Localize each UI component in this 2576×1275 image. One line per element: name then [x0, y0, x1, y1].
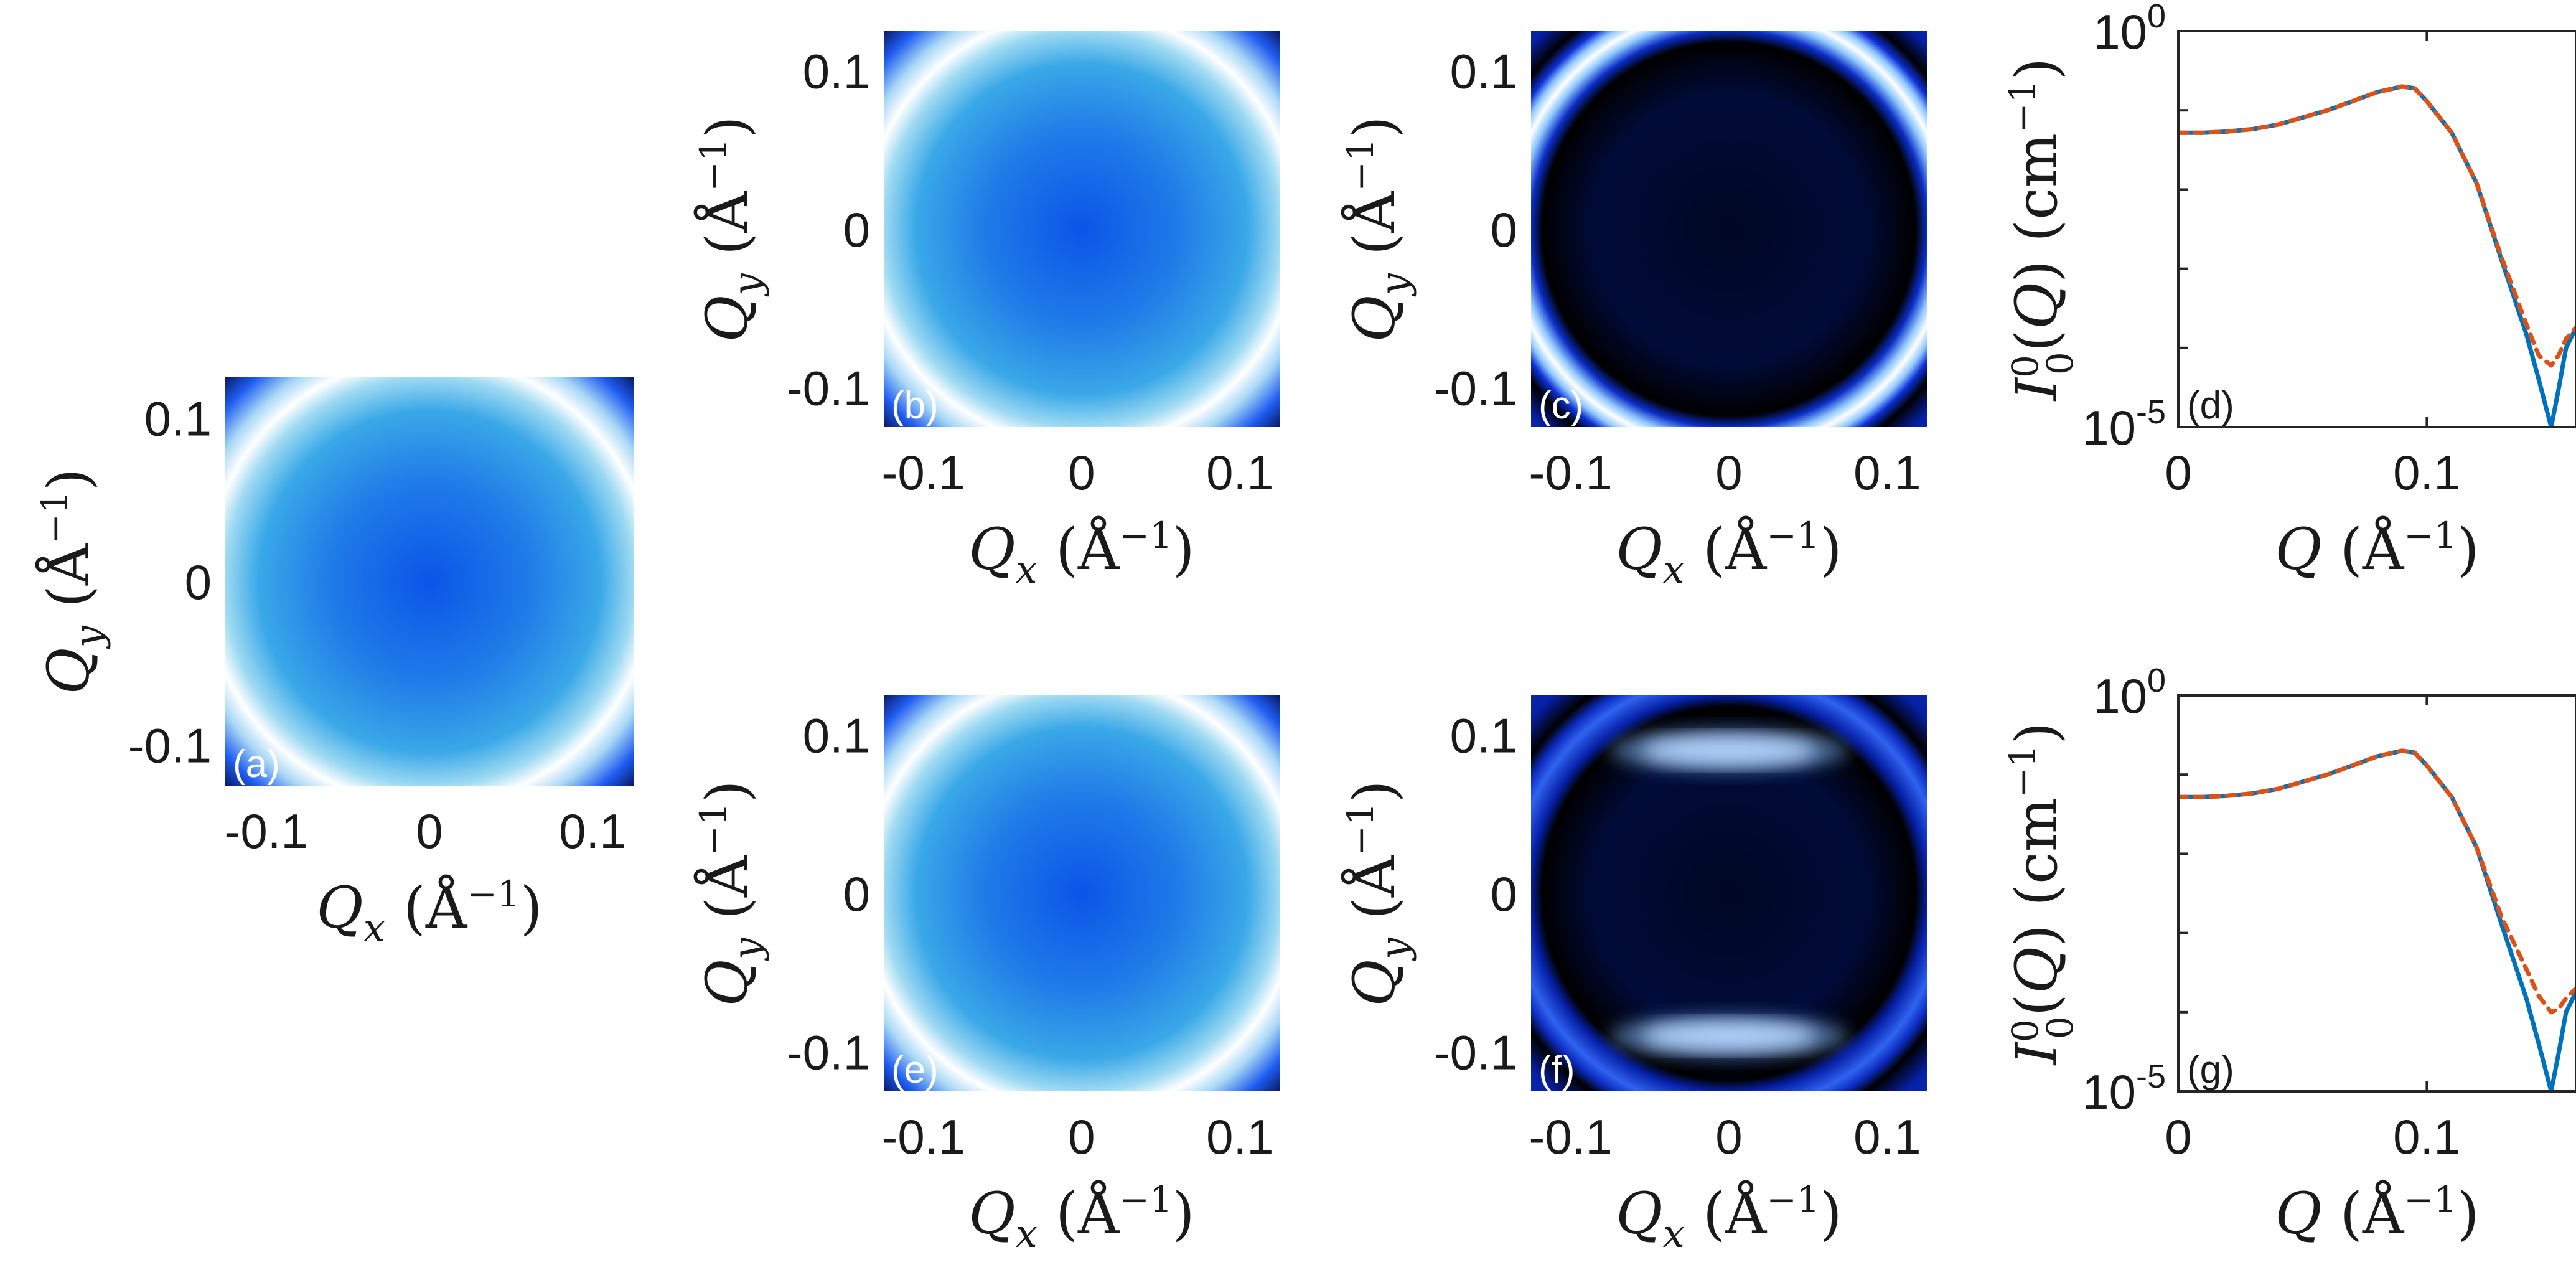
- axes-box: [2177, 694, 2576, 1093]
- series-line-2: [2178, 84, 2576, 368]
- y-tick-label: 10-5: [2082, 393, 2166, 455]
- panel-d: 0 0.1 100 10-5 (d) Q (Å−1) I00(Q) (cm−1): [2002, 0, 2576, 583]
- heatmap-image: [884, 31, 1280, 427]
- panel-label: (f): [1539, 1048, 1575, 1091]
- x-tick-label: 0: [1715, 1109, 1742, 1164]
- x-tick-label: 0.1: [1853, 1109, 1921, 1164]
- panel-f: -0.1 0 0.1 -0.1 0 0.1 (f) Qx (Å−1) Qy (Å−1): [1339, 695, 1927, 1256]
- x-tick-label: 0.1: [1206, 445, 1273, 500]
- panel-label: (e): [891, 1048, 939, 1091]
- y-tick-label: 0.1: [803, 708, 870, 763]
- y-tick-label: -0.1: [787, 360, 870, 415]
- y-axis-label: Qy (Å−1): [692, 116, 770, 342]
- x-tick-label: 0.1: [2393, 1109, 2460, 1164]
- y-tick-label: -0.1: [128, 718, 212, 773]
- panel-label: (a): [233, 743, 280, 786]
- y-tick-label: 0: [843, 867, 870, 921]
- x-tick-label: 0: [2165, 445, 2191, 500]
- x-tick-label: 0: [416, 804, 443, 859]
- y-tick-label: -0.1: [1434, 1025, 1517, 1080]
- x-tick-label: 0: [1068, 1109, 1095, 1164]
- y-axis-label: Qy (Å−1): [1339, 116, 1417, 342]
- x-tick-label: -0.1: [224, 804, 307, 859]
- x-tick-label: 0: [1068, 445, 1095, 500]
- panel-label: (g): [2187, 1048, 2234, 1091]
- x-tick-label: 0.1: [559, 804, 626, 859]
- y-tick-label: 0: [843, 202, 870, 257]
- x-axis-label: Qx (Å−1): [1616, 514, 1842, 592]
- x-axis-label: Qx (Å−1): [968, 514, 1194, 592]
- y-tick-label: 0.1: [144, 392, 212, 446]
- y-axis-label: I00(Q) (cm−1): [2002, 722, 2081, 1066]
- y-axis-label: Qy (Å−1): [1339, 780, 1417, 1006]
- x-tick-label: 0.1: [1853, 445, 1921, 500]
- y-axis-label: I00(Q) (cm−1): [2002, 58, 2081, 402]
- y-tick-label: 100: [2093, 0, 2166, 59]
- axes-box: [2177, 30, 2576, 428]
- x-tick-label: -0.1: [1529, 1109, 1612, 1164]
- panel-b: -0.1 0 0.1 -0.1 0 0.1 (b) Qx (Å−1) Qy (Å−1): [692, 31, 1280, 592]
- y-tick-label: 0: [1491, 867, 1517, 921]
- y-tick-label: 0.1: [1450, 708, 1517, 763]
- x-tick-label: 0: [2165, 1109, 2191, 1164]
- heatmap-image: [1531, 695, 1927, 1091]
- y-tick-label: -0.1: [1434, 360, 1517, 415]
- y-tick-label: 10-5: [2082, 1058, 2166, 1119]
- panel-g: 0 0.1 100 10-5 (g) Q (Å−1) I00(Q) (cm−1): [2002, 662, 2576, 1247]
- x-axis-label: Qx (Å−1): [1616, 1179, 1842, 1256]
- y-axis-label: Qy (Å−1): [692, 780, 770, 1006]
- y-axis-label: Qy (Å−1): [34, 468, 111, 694]
- y-tick-label: 100: [2093, 662, 2166, 723]
- panel-a: -0.1 0 0.1 -0.1 0 0.1 (a) Qx (Å−1) Qy (Å−1): [34, 377, 634, 951]
- x-axis-label: Q (Å−1): [2275, 1179, 2479, 1247]
- x-tick-label: 0: [1715, 445, 1742, 500]
- panel-label: (d): [2187, 384, 2234, 427]
- x-tick-label: -0.1: [881, 445, 965, 500]
- y-tick-label: 0.1: [1450, 44, 1517, 99]
- series-line-2: [2178, 748, 2576, 1015]
- x-tick-label: 0.1: [2393, 445, 2460, 500]
- panel-c: -0.1 0 0.1 -0.1 0 0.1 (c) Qx (Å−1) Qy (Å−1): [1339, 31, 1927, 592]
- y-tick-label: 0: [185, 555, 212, 609]
- x-axis-label: Q (Å−1): [2275, 514, 2479, 583]
- x-axis-label: Qx (Å−1): [316, 873, 542, 951]
- heatmap-image: [225, 377, 634, 786]
- y-tick-label: 0.1: [803, 44, 870, 99]
- panel-e: -0.1 0 0.1 -0.1 0 0.1 (e) Qx (Å−1) Qy (Å−1): [692, 695, 1280, 1256]
- x-tick-label: -0.1: [1529, 445, 1612, 500]
- panel-label: (b): [891, 384, 939, 427]
- y-tick-label: -0.1: [787, 1025, 870, 1080]
- x-tick-label: -0.1: [881, 1109, 965, 1164]
- heatmap-image: [1531, 31, 1927, 427]
- heatmap-image: [884, 695, 1280, 1091]
- y-tick-label: 0: [1491, 202, 1517, 257]
- x-axis-label: Qx (Å−1): [968, 1179, 1194, 1256]
- x-tick-label: 0.1: [1206, 1109, 1273, 1164]
- panel-label: (c): [1539, 384, 1583, 427]
